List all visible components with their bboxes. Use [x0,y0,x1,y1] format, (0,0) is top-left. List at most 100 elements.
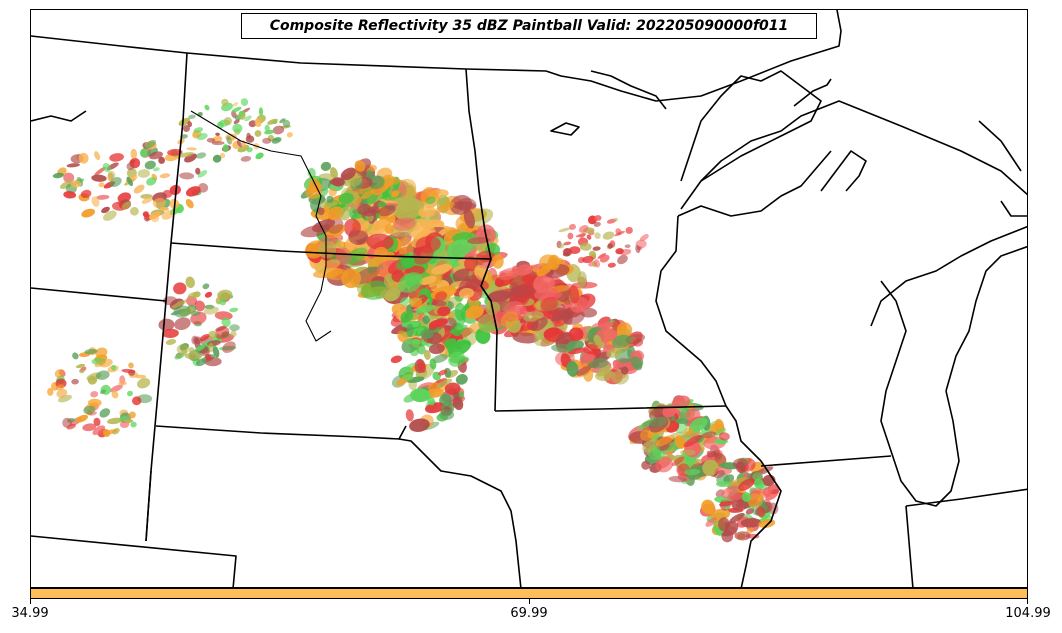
reflectivity-cell [404,188,416,198]
reflectivity-cell [244,115,252,122]
reflectivity-cell [745,508,755,515]
reflectivity-cell [71,378,79,385]
border-mt-nd [170,52,188,244]
reflectivity-cell [444,340,472,358]
border-wy-co [145,470,152,542]
reflectivity-cell [121,201,131,210]
reflectivity-cell [597,253,607,259]
reflectivity-cell [221,98,229,106]
reflectivity-cell [436,378,453,389]
reflectivity-cell [107,172,114,182]
reflectivity-cell [107,170,116,180]
reflectivity-cell [671,456,685,467]
reflectivity-cell [83,405,96,415]
reflectivity-cell [150,213,160,223]
reflectivity-cell [99,358,113,368]
reflectivity-cell [607,243,613,249]
reflectivity-cell [231,106,242,113]
reflectivity-cell [174,317,191,331]
reflectivity-cell [640,429,652,441]
reflectivity-cell [219,345,237,351]
reflectivity-cell [132,396,142,406]
reflectivity-cell [539,254,558,270]
reflectivity-cell [217,289,233,301]
reflectivity-cell [96,194,110,200]
reflectivity-cell [315,259,341,275]
reflectivity-cell [710,508,731,521]
reflectivity-cell [109,177,122,187]
reflectivity-cell [344,247,368,265]
reflectivity-cell [718,432,730,441]
reflectivity-cell [248,120,257,128]
reflectivity-cell [688,417,708,433]
reflectivity-cell [204,104,210,111]
lake-superior-north [680,70,822,182]
reflectivity-cell [63,172,75,183]
reflectivity-cell [169,184,181,196]
reflectivity-cell [492,254,504,269]
reflectivity-cell [196,133,208,140]
reflectivity-cell [602,231,615,240]
reflectivity-cell [679,430,701,441]
reflectivity-cell [176,344,190,355]
colorbar-tick-mid [529,599,530,604]
reflectivity-cell [544,303,566,314]
reflectivity-cell [123,419,134,424]
reflectivity-cell [152,197,166,209]
reflectivity-cell [452,396,464,411]
reflectivity-cell [149,151,163,160]
reflectivity-cell [101,206,110,214]
reflectivity-cell [707,450,717,458]
reflectivity-cell [109,153,124,162]
reflectivity-cell [563,241,572,246]
canada-lake-3 [793,78,832,107]
reflectivity-cell [47,387,54,396]
reflectivity-cell [630,356,643,371]
reflectivity-cell [673,454,686,469]
canada-lake-1 [590,70,667,110]
reflectivity-cell [204,304,215,310]
reflectivity-cell [701,499,715,514]
reflectivity-cell [185,186,201,197]
reflectivity-cell [576,365,592,376]
reflectivity-cell [417,359,426,373]
reflectivity-cell [405,362,418,371]
reflectivity-cell [534,287,558,300]
reflectivity-cell [102,163,111,172]
reflectivity-cell [718,517,730,532]
lake-michigan-east [945,245,1027,392]
reflectivity-cell [762,487,772,497]
reflectivity-cell [188,114,196,119]
border-wi-il [760,455,892,467]
reflectivity-cell [72,352,79,360]
reflectivity-cell [186,147,197,151]
reflectivity-cell [648,416,668,428]
reflectivity-cell [215,326,230,340]
reflectivity-cell [652,446,661,459]
reflectivity-cell [746,527,755,534]
reflectivity-cell [714,427,727,437]
reflectivity-cell [111,390,119,399]
reflectivity-cell [434,291,448,302]
reflectivity-cell [419,275,437,285]
reflectivity-cell [219,298,227,306]
reflectivity-cell [655,435,675,447]
river-sd-ne [398,438,522,587]
reflectivity-cell [99,408,111,418]
reflectivity-cell [397,330,409,343]
reflectivity-cell [91,196,100,207]
reflectivity-cell [75,363,86,369]
border-nd-sd [170,242,492,260]
reflectivity-cell [130,206,139,216]
lake-superior-south [680,100,1027,210]
reflectivity-cell [425,196,436,205]
reflectivity-cell [398,272,423,293]
reflectivity-cell [130,421,137,428]
colorbar-tick-min [30,599,31,604]
reflectivity-cell [391,190,400,198]
reflectivity-cell [458,287,475,299]
colorbar-label-max: 104.99 [1005,606,1051,621]
reflectivity-cell [701,431,717,439]
reflectivity-cell [246,147,253,153]
reflectivity-cell [126,162,135,171]
